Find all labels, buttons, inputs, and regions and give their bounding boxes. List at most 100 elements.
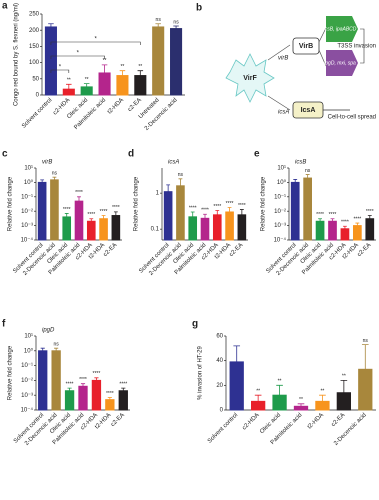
- icsa-gene: icsA: [278, 110, 289, 116]
- error-bar: [343, 225, 347, 229]
- error-bar: [155, 23, 161, 27]
- virb-box: [292, 37, 320, 55]
- error-bar: [178, 178, 183, 186]
- y-tick-label: 0.1: [151, 227, 160, 233]
- x-tick-label: c2-EA: [357, 242, 373, 258]
- significance: ns: [305, 168, 311, 174]
- spread: Cell-to-cell spread: [328, 115, 376, 121]
- error-bar: [83, 83, 90, 87]
- bar: [99, 218, 108, 241]
- error-bar: [80, 383, 86, 387]
- error-bar: [319, 394, 326, 402]
- y-tick-label: 40: [216, 358, 223, 364]
- error-bar: [276, 384, 283, 396]
- error-bar: [66, 83, 72, 90]
- y-tick-label: 0: [36, 93, 40, 99]
- bar: [237, 214, 247, 241]
- error-bar: [227, 207, 232, 212]
- significance: ****: [112, 205, 120, 211]
- significance: **: [320, 389, 324, 395]
- y-tick-label: 150: [29, 44, 40, 50]
- error-bar: [64, 213, 69, 217]
- significance: **: [103, 58, 107, 64]
- bar: [44, 26, 57, 96]
- error-bar: [40, 347, 45, 351]
- significance: **: [299, 397, 303, 403]
- x-tick-label: Solvent control: [21, 97, 53, 129]
- y-tick-label: 60: [216, 334, 223, 340]
- significance: ****: [353, 216, 361, 222]
- bar: [86, 220, 96, 241]
- significance: **: [278, 379, 282, 385]
- bar: [176, 185, 185, 241]
- bar: [251, 400, 266, 411]
- error-bar: [367, 215, 372, 219]
- bar: [91, 379, 102, 411]
- bracket: [50, 41, 141, 45]
- y-axis-title: Relative fold change: [8, 345, 14, 400]
- virf: VirF: [243, 75, 257, 82]
- x-tick-label: c2-EA: [110, 412, 126, 428]
- error-bar: [305, 174, 310, 179]
- significance: ****: [87, 212, 95, 218]
- virb: VirB: [299, 43, 313, 50]
- bar: [225, 211, 234, 241]
- error-bar: [89, 218, 94, 222]
- error-bar: [52, 176, 57, 180]
- chart-title: virB: [42, 160, 52, 166]
- y-tick-label: 10⁰: [277, 179, 287, 186]
- significance: ****: [75, 190, 83, 196]
- bar: [80, 86, 93, 96]
- error-bar: [190, 211, 195, 217]
- x-tick-label: c2-EA: [331, 412, 347, 428]
- significance: ****: [366, 209, 374, 215]
- bar: [74, 200, 84, 241]
- bar: [188, 216, 198, 241]
- bar: [293, 405, 309, 411]
- error-bar: [94, 377, 99, 381]
- error-bar: [293, 179, 298, 183]
- significance: ****: [201, 208, 209, 214]
- y-tick-label: 1: [156, 191, 160, 197]
- error-bar: [67, 387, 72, 391]
- error-bar: [137, 70, 144, 76]
- y-tick-label: 10¹: [277, 166, 286, 172]
- y-tick-label: 10⁻¹: [274, 194, 286, 200]
- error-bar: [121, 387, 126, 391]
- y-tick-label: 10⁻²: [21, 378, 33, 384]
- invasion: T3SS invasion: [337, 44, 376, 50]
- bar: [98, 72, 111, 96]
- significance: ****: [100, 209, 108, 215]
- bar: [336, 392, 352, 411]
- error-bar: [40, 179, 45, 183]
- bar: [315, 400, 330, 411]
- y-tick-label: 20: [216, 383, 223, 389]
- error-bar: [77, 196, 81, 202]
- target: ipgD, mxi, spa: [324, 60, 356, 66]
- y-tick-label: 200: [29, 28, 40, 34]
- significance: **: [120, 64, 124, 70]
- chart-title: icsB: [295, 160, 306, 166]
- error-bar: [107, 397, 112, 400]
- icsa: IcsA: [301, 107, 316, 114]
- significance: ****: [341, 220, 349, 226]
- bar: [200, 217, 210, 241]
- bar: [290, 181, 300, 241]
- significance: **: [67, 78, 71, 84]
- bar: [272, 394, 287, 411]
- bar: [105, 399, 115, 411]
- y-axis-title: Relative fold change: [261, 176, 267, 231]
- bracket: [360, 28, 365, 64]
- bracket-label: *: [94, 37, 97, 43]
- significance: ns: [178, 172, 184, 178]
- significance: ****: [213, 204, 221, 210]
- error-bar: [173, 25, 179, 29]
- y-tick-label: 250: [29, 12, 40, 18]
- y-tick-label: 10⁰: [24, 179, 34, 186]
- panel-label: f: [2, 319, 6, 330]
- target-shape: [326, 50, 358, 76]
- bar: [229, 361, 244, 411]
- significance: ****: [93, 371, 101, 377]
- y-tick-label: 10⁻³: [21, 223, 33, 229]
- bar: [62, 216, 72, 241]
